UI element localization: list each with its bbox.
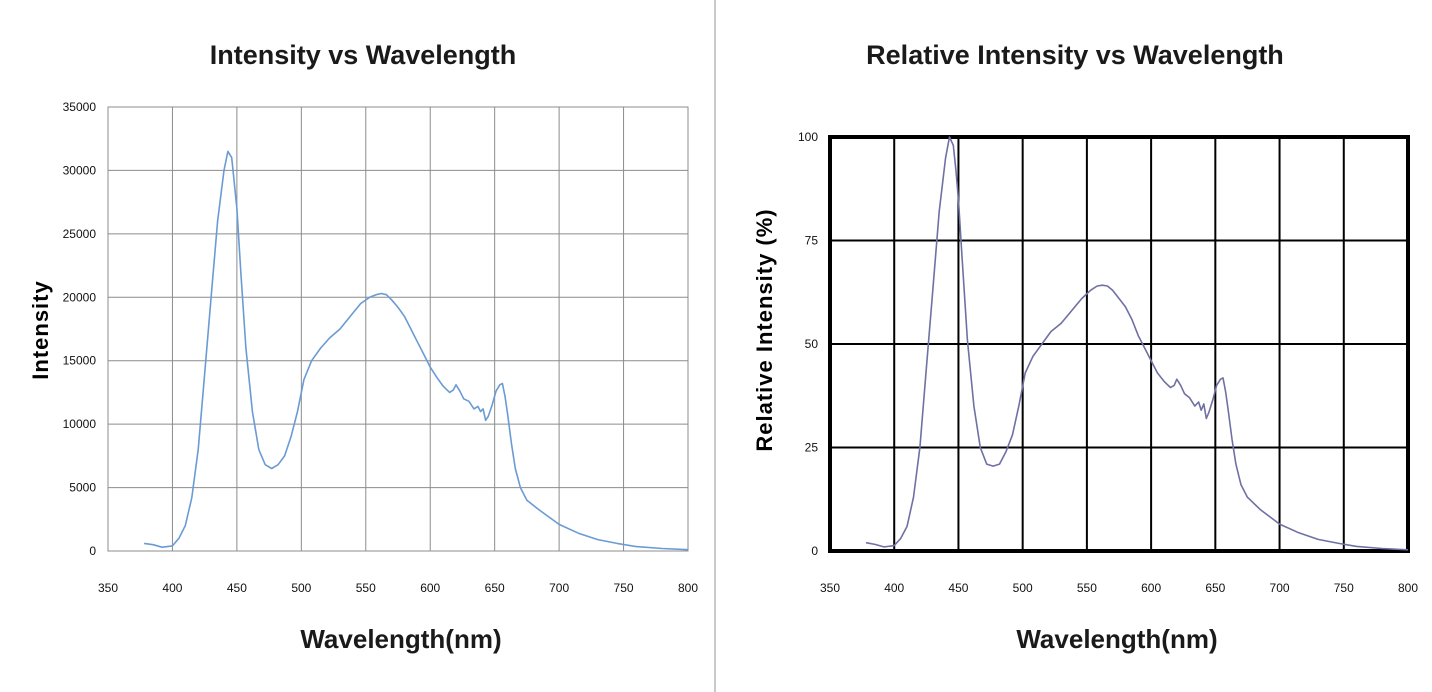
intensity-chart-panel: Intensity vs Wavelength 350 400 450 500 550 6…: [28, 0, 716, 692]
y-tick-label: 15000: [63, 354, 97, 368]
x-tick-label: 700: [1270, 581, 1290, 595]
chart-title: Relative Intensity vs Wavelength: [866, 40, 1284, 70]
tick-labels: 350 400 450 500 550 600 650 700 750 800 0 5000 10000…: [63, 100, 699, 595]
y-tick-label: 100: [798, 130, 818, 144]
y-tick-label: 35000: [63, 100, 97, 114]
series: [865, 136, 1409, 551]
intensity-chart: Intensity vs Wavelength 350 400 450 500 550 6…: [28, 40, 699, 654]
y-tick-label: 0: [811, 544, 818, 558]
x-tick-label: 350: [820, 581, 840, 595]
grid: [828, 135, 1410, 553]
y-tick-label: 75: [805, 234, 819, 248]
y-tick-label: 50: [805, 337, 819, 351]
x-tick-label: 650: [1205, 581, 1225, 595]
y-axis-label: Relative Intensity (%): [752, 208, 777, 451]
x-tick-label: 600: [420, 581, 440, 595]
chart-title: Intensity vs Wavelength: [210, 40, 517, 70]
x-tick-label: 750: [1334, 581, 1354, 595]
grid: [107, 106, 689, 552]
y-tick-label: 30000: [63, 163, 97, 177]
x-tick-label: 400: [162, 581, 182, 595]
x-tick-label: 800: [678, 581, 698, 595]
x-tick-label: 700: [549, 581, 569, 595]
y-tick-label: 10000: [63, 417, 97, 431]
panel-divider: [714, 0, 716, 692]
x-tick-label: 550: [356, 581, 376, 595]
y-tick-label: 25000: [63, 227, 97, 241]
y-axis-label: Intensity: [28, 280, 53, 379]
x-tick-label: 500: [291, 581, 311, 595]
plot-frame: [828, 135, 1410, 553]
relative-intensity-chart: Relative Intensity vs Wavelength 350 400 4…: [752, 40, 1418, 654]
x-tick-label: 450: [227, 581, 247, 595]
x-tick-label: 450: [948, 581, 968, 595]
x-tick-label: 650: [485, 581, 505, 595]
x-tick-label: 600: [1141, 581, 1161, 595]
x-tick-label: 750: [614, 581, 634, 595]
series: [143, 150, 689, 551]
x-tick-label: 400: [884, 581, 904, 595]
x-tick-label: 800: [1398, 581, 1418, 595]
x-tick-label: 550: [1077, 581, 1097, 595]
x-tick-label: 500: [1013, 581, 1033, 595]
y-tick-label: 25: [805, 441, 819, 455]
y-tick-label: 5000: [69, 481, 96, 495]
y-tick-label: 20000: [63, 290, 97, 304]
x-tick-label: 350: [98, 581, 118, 595]
spectrum-line: [143, 150, 689, 551]
y-tick-label: 0: [89, 544, 96, 558]
relative-intensity-chart-panel: Relative Intensity vs Wavelength 350 400 4…: [716, 0, 1432, 692]
x-axis-label: Wavelength(nm): [300, 624, 501, 654]
tick-labels: 350 400 450 500 550 600 650 700 750 800 0 25 50 75 100: [798, 130, 1418, 595]
x-axis-label: Wavelength(nm): [1016, 624, 1217, 654]
plot-frame: [107, 106, 689, 552]
spectrum-line: [865, 136, 1409, 551]
